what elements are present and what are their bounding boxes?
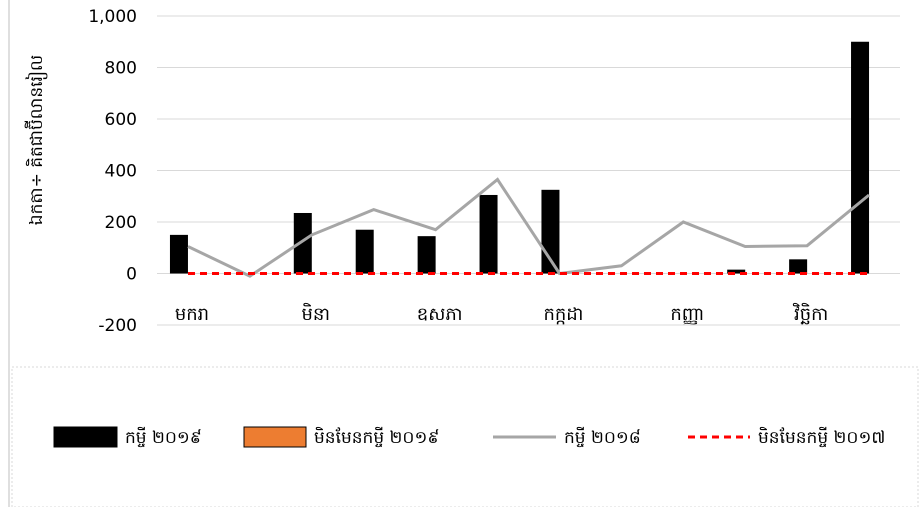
bar — [851, 41, 870, 274]
gridlines — [157, 15, 900, 326]
x-axis-tick-labels: មករា មិនា ឧសភា កក្កដា កញ្ញា វិច្ឆិកា — [175, 302, 828, 325]
legend-label: មិនមែនកម្ចី ២០១៩ — [314, 426, 439, 448]
y-tick-label: 600 — [105, 110, 137, 130]
legend-area — [11, 366, 919, 508]
y-tick-label: 400 — [105, 162, 137, 182]
x-tick-label: មករា — [175, 304, 209, 325]
bar — [479, 194, 498, 274]
bar — [789, 259, 808, 274]
x-tick-label: វិច្ឆិកា — [793, 302, 829, 325]
y-tick-label: -200 — [98, 316, 137, 336]
y-tick-label: 800 — [105, 59, 137, 79]
bar — [417, 236, 436, 274]
bar — [293, 212, 312, 274]
x-tick-label: មិនា — [302, 302, 331, 325]
y-axis-tick-labels: -200 0 200 400 600 800 1,000 — [88, 7, 137, 336]
legend-swatch — [53, 426, 118, 448]
y-axis-label: ឯកតា÷ គិតជាប៊ីលានរៀល — [24, 55, 48, 225]
bar — [355, 229, 374, 274]
x-tick-label: កញ្ញា — [670, 304, 704, 325]
bar — [727, 269, 746, 274]
series-line — [187, 177, 870, 278]
bar — [169, 234, 188, 274]
y-tick-label: 0 — [126, 265, 137, 285]
legend-label: មិនមែនកម្ចី ២០១៧ — [758, 426, 885, 448]
x-tick-label: ឧសភា — [417, 304, 463, 325]
y-tick-label: 1,000 — [88, 7, 137, 27]
x-tick-label: កក្កដា — [543, 304, 583, 325]
lines — [187, 177, 870, 278]
legend-label: កម្ចី ២០១៨ — [564, 426, 641, 448]
legend-label: កម្ចី ២០១៩ — [125, 426, 202, 448]
legend-swatch — [243, 426, 307, 448]
y-tick-label: 200 — [105, 213, 137, 233]
legend: កម្ចី ២០១៩ មិនមែនកម្ចី ២០១៩ កម្ចី ២០១៨ មិនម… — [53, 426, 885, 448]
bars — [169, 41, 870, 274]
